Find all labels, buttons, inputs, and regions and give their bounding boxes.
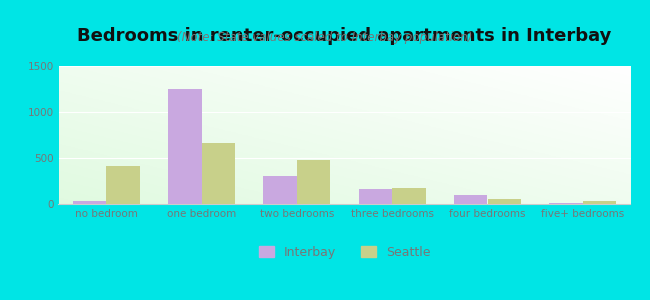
Title: Bedrooms in renter-occupied apartments in Interbay: Bedrooms in renter-occupied apartments i…: [77, 27, 612, 45]
Text: (Note: State values scaled to Interbay population): (Note: State values scaled to Interbay p…: [177, 32, 473, 44]
Bar: [263, 176, 297, 204]
Bar: [454, 195, 488, 204]
Bar: [106, 166, 140, 204]
Bar: [359, 189, 392, 204]
Bar: [583, 201, 616, 204]
Bar: [549, 203, 583, 204]
Bar: [73, 201, 106, 204]
Legend: Interbay, Seattle: Interbay, Seattle: [254, 241, 436, 264]
Bar: [168, 88, 202, 204]
Bar: [297, 160, 330, 204]
Bar: [392, 188, 426, 204]
Bar: [202, 143, 235, 204]
Bar: [488, 199, 521, 204]
